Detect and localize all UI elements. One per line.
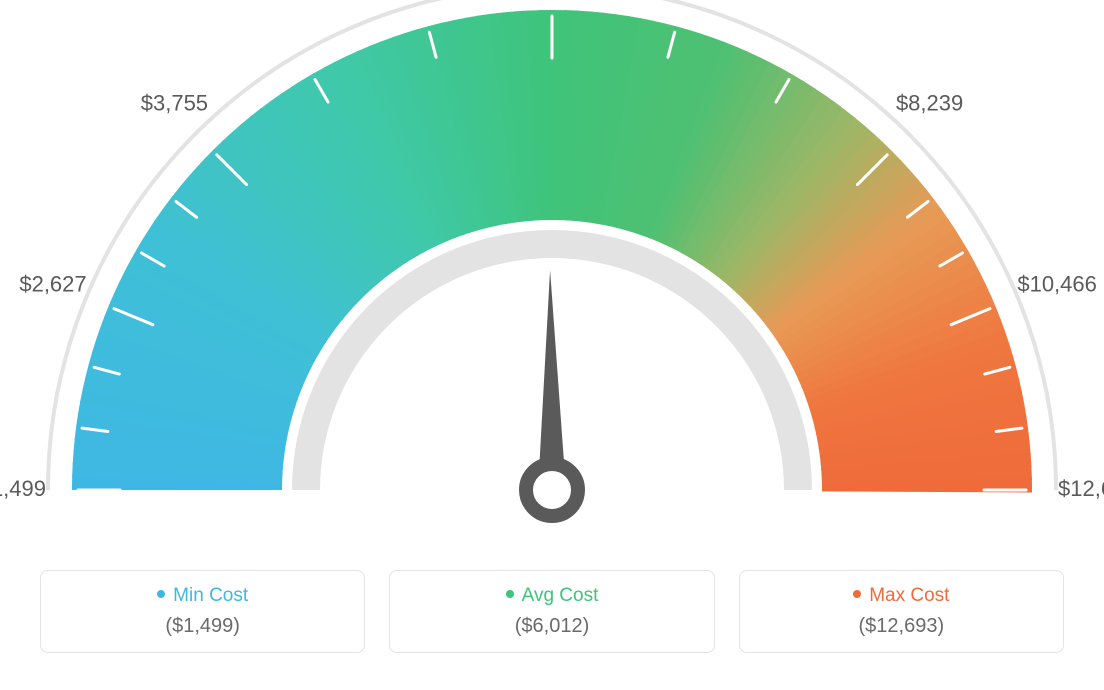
legend-title-min: Min Cost xyxy=(41,585,364,607)
gauge-chart: $1,499$2,627$3,755$6,012$8,239$10,466$12… xyxy=(0,0,1104,560)
legend-value-avg: ($6,012) xyxy=(390,615,713,638)
svg-text:$2,627: $2,627 xyxy=(19,272,86,297)
legend-card-avg: Avg Cost ($6,012) xyxy=(389,570,714,653)
legend-card-max: Max Cost ($12,693) xyxy=(739,570,1064,653)
svg-text:$8,239: $8,239 xyxy=(896,90,963,115)
legend-title-max-text: Max Cost xyxy=(869,585,949,606)
legend-title-avg: Avg Cost xyxy=(390,585,713,607)
dot-icon-min xyxy=(157,590,165,598)
svg-text:$3,755: $3,755 xyxy=(141,90,208,115)
legend-title-max: Max Cost xyxy=(740,585,1063,607)
dot-icon-max xyxy=(853,590,861,598)
legend-value-max: ($12,693) xyxy=(740,615,1063,638)
svg-text:$1,499: $1,499 xyxy=(0,476,46,501)
gauge-svg: $1,499$2,627$3,755$6,012$8,239$10,466$12… xyxy=(0,0,1104,560)
svg-text:$12,693: $12,693 xyxy=(1058,476,1104,501)
legend-title-min-text: Min Cost xyxy=(173,585,248,606)
legend-value-min: ($1,499) xyxy=(41,615,364,638)
legend-row: Min Cost ($1,499) Avg Cost ($6,012) Max … xyxy=(0,570,1104,653)
legend-card-min: Min Cost ($1,499) xyxy=(40,570,365,653)
svg-text:$10,466: $10,466 xyxy=(1017,272,1097,297)
gauge-hub xyxy=(526,464,578,516)
legend-title-avg-text: Avg Cost xyxy=(522,585,599,606)
dot-icon-avg xyxy=(506,590,514,598)
